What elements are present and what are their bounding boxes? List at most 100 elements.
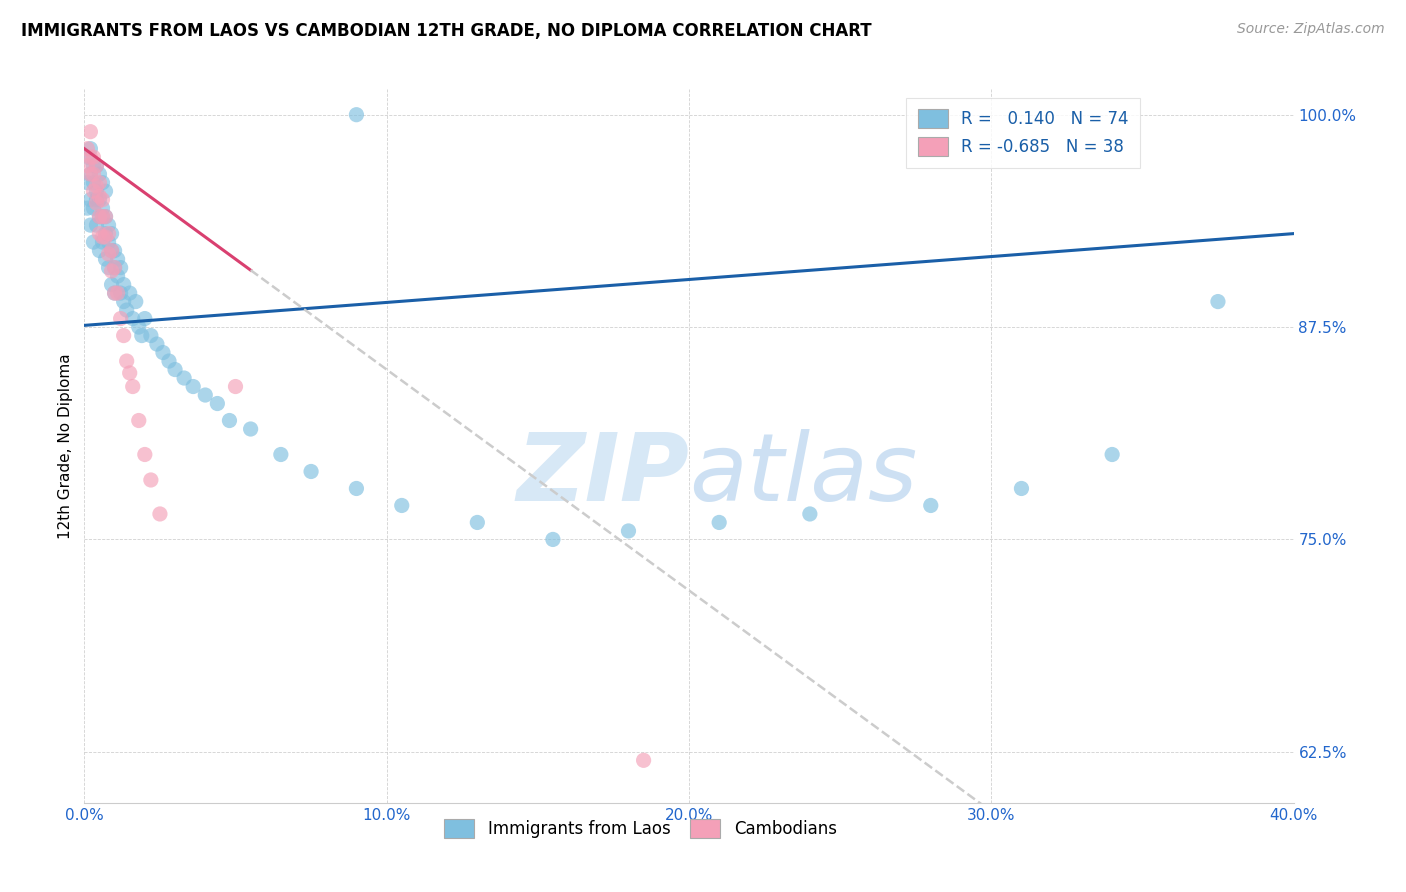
Point (112, 328, 135, 343)
Point (79, 142, 101, 156)
Point (181, 379, 204, 393)
Point (104, 260, 127, 275)
Point (89, 176, 111, 190)
Point (107, 269, 129, 284)
Point (121, 311, 143, 326)
Point (100, 227, 122, 241)
Point (128, 320, 150, 334)
Point (86, 184, 108, 198)
Point (139, 328, 162, 343)
Text: atlas: atlas (689, 429, 917, 520)
Point (76, 150, 98, 164)
Point (82, 150, 104, 164)
Point (94, 184, 117, 198)
Point (82, 176, 104, 190)
Point (110, 260, 132, 275)
Point (541, 533, 564, 547)
Point (82, 167, 104, 181)
Point (467, 516, 489, 530)
Point (86, 196, 108, 211)
Point (104, 260, 127, 275)
Point (82, 201, 104, 215)
Point (94, 230, 117, 244)
Point (346, 108, 368, 122)
Point (139, 473, 162, 487)
Point (76, 201, 98, 215)
Point (97, 260, 120, 275)
Point (1011, 482, 1033, 496)
Point (207, 396, 229, 410)
Point (115, 354, 138, 368)
Point (152, 345, 174, 359)
Point (134, 448, 156, 462)
Point (104, 286, 127, 301)
Text: IMMIGRANTS FROM LAOS VS CAMBODIAN 12TH GRADE, NO DIPLOMA CORRELATION CHART: IMMIGRANTS FROM LAOS VS CAMBODIAN 12TH G… (21, 22, 872, 40)
Point (799, 507, 821, 521)
Point (91, 176, 114, 190)
Point (118, 366, 141, 380)
Text: Source: ZipAtlas.com: Source: ZipAtlas.com (1237, 22, 1385, 37)
Legend: Immigrants from Laos, Cambodians: Immigrants from Laos, Cambodians (434, 809, 846, 848)
Point (86, 193, 108, 207)
Point (617, 524, 640, 538)
Point (157, 354, 180, 368)
Point (146, 337, 169, 351)
Point (125, 294, 148, 309)
Point (270, 448, 292, 462)
Point (86, 159, 108, 173)
Point (97, 227, 120, 241)
Text: ZIP: ZIP (516, 428, 689, 521)
Point (91, 235, 114, 249)
Point (165, 362, 187, 376)
Point (79, 218, 101, 232)
Point (89, 193, 111, 207)
Point (94, 210, 117, 224)
Point (97, 218, 120, 232)
Point (104, 286, 127, 301)
Point (91, 210, 114, 224)
Point (346, 482, 368, 496)
Point (79, 167, 101, 181)
Y-axis label: 12th Grade, No Diploma: 12th Grade, No Diploma (58, 353, 73, 539)
Point (709, 516, 731, 530)
Point (173, 371, 195, 385)
Point (79, 193, 101, 207)
Point (110, 311, 132, 326)
Point (94, 252, 117, 266)
Point (100, 277, 122, 292)
Point (86, 159, 108, 173)
Point (128, 413, 150, 427)
Point (89, 210, 111, 224)
Point (79, 167, 101, 181)
Point (94, 227, 117, 241)
Point (91, 193, 114, 207)
Point (76, 176, 98, 190)
Point (121, 379, 143, 393)
Point (94, 210, 117, 224)
Point (100, 264, 122, 278)
Point (91, 210, 114, 224)
Point (89, 227, 111, 241)
Point (91, 230, 114, 244)
Point (89, 189, 111, 203)
Point (633, 753, 655, 767)
Point (82, 184, 104, 198)
Point (391, 499, 413, 513)
Point (112, 277, 135, 292)
Point (76, 159, 98, 173)
Point (86, 218, 108, 232)
Point (91, 201, 114, 215)
Point (112, 294, 135, 309)
Point (79, 125, 101, 139)
Point (149, 507, 172, 521)
Point (97, 235, 120, 249)
Point (131, 328, 153, 343)
Point (110, 286, 132, 301)
Point (104, 244, 127, 258)
Point (299, 465, 322, 479)
Point (134, 311, 156, 326)
Point (115, 303, 138, 318)
Point (82, 235, 104, 249)
Point (194, 388, 217, 402)
Point (86, 179, 108, 194)
